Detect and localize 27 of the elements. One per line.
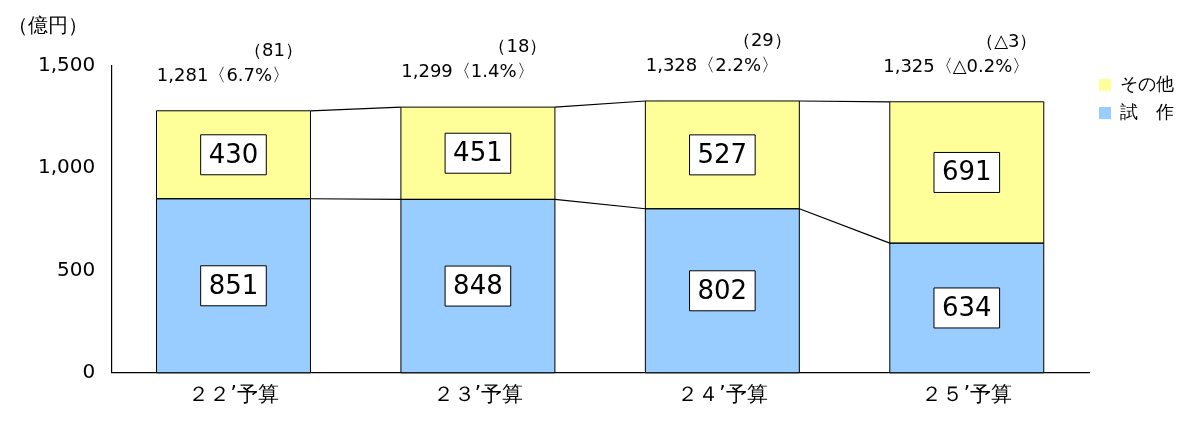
y-tick-label: 500 bbox=[57, 256, 96, 281]
annotation: （81） bbox=[244, 38, 303, 60]
annotation: （18） bbox=[488, 35, 548, 57]
annotation: （29） bbox=[732, 29, 792, 51]
y-tick-label: 0 bbox=[82, 359, 96, 383]
data-label: 451 bbox=[453, 136, 503, 167]
total-label: 1,328〈2.2%〉 bbox=[645, 53, 779, 75]
annotation: （△3） bbox=[976, 29, 1038, 51]
total-label: 1,281〈6.7%〉 bbox=[156, 63, 291, 85]
legend-label: 試 作 bbox=[1120, 100, 1174, 122]
data-label: 802 bbox=[697, 274, 748, 305]
x-tick-label: ２４’予算 bbox=[677, 381, 768, 406]
data-label: 691 bbox=[941, 156, 992, 187]
x-tick-label: ２３’予算 bbox=[432, 381, 524, 406]
data-label: 634 bbox=[941, 291, 992, 322]
legend-label: その他 bbox=[1120, 72, 1174, 94]
data-label: 848 bbox=[453, 269, 503, 300]
data-label: 851 bbox=[208, 269, 259, 300]
total-label: 1,325〈△0.2%〉 bbox=[883, 54, 1031, 76]
y-tick-label: 1,500 bbox=[37, 52, 96, 77]
y-tick-label: 1,000 bbox=[37, 154, 96, 179]
y-axis-title: （億円） bbox=[8, 13, 88, 37]
x-tick-label: ２５’予算 bbox=[921, 381, 1013, 406]
total-label: 1,299〈1.4%〉 bbox=[401, 60, 535, 82]
data-label: 430 bbox=[208, 138, 259, 169]
x-tick-label: ２２’予算 bbox=[188, 381, 279, 406]
data-label: 527 bbox=[697, 138, 748, 169]
